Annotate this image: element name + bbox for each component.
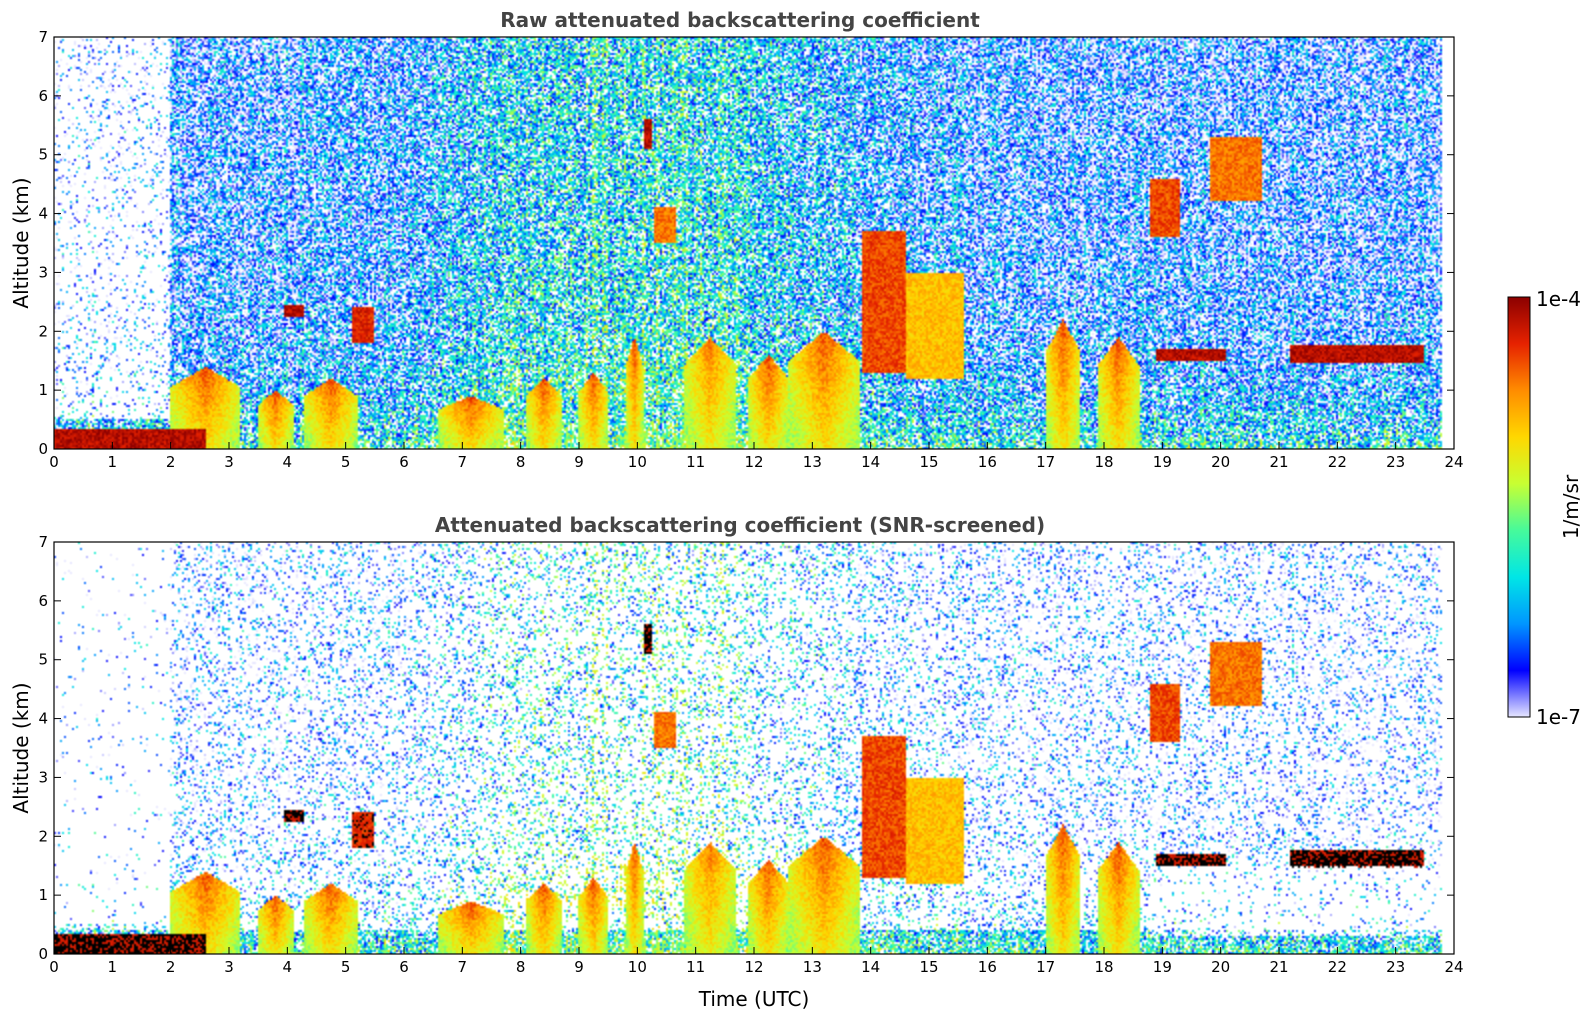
x-tick-label: 24 [1444,453,1463,471]
snr-y-axis: 0 1 2 3 4 5 6 7 [38,533,1454,963]
y-tick-label: 7 [38,533,48,551]
raw-y-axis-label: Altitude (km) [9,177,33,308]
colorbar-unit-label: 1/m/sr [1559,474,1583,539]
y-tick-label: 7 [38,28,48,46]
x-tick-label: 18 [1094,958,1113,976]
x-tick-label: 3 [224,453,234,471]
x-tick-label: 14 [861,453,880,471]
y-tick-label: 5 [38,651,48,669]
x-tick-label: 16 [978,958,997,976]
y-tick-label: 2 [38,827,48,845]
x-tick-label: 5 [341,453,351,471]
x-tick-label: 20 [1211,958,1230,976]
x-tick-label: 23 [1386,453,1405,471]
x-tick-label: 9 [574,453,584,471]
x-tick-label: 24 [1444,958,1463,976]
y-tick-label: 4 [38,205,48,223]
raw-x-axis: 0 1 2 3 4 5 6 7 8 9 10 11 12 13 14 15 16 17 18 19 20 21 22 23 24 [49,442,1464,471]
x-axis-label: Time (UTC) [698,987,810,1011]
x-tick-label: 15 [919,958,938,976]
x-tick-label: 2 [166,453,176,471]
x-tick-label: 22 [1328,453,1347,471]
x-tick-label: 14 [861,958,880,976]
colorbar: 1e-4 1e-7 1/m/sr [1507,287,1583,729]
x-tick-label: 1 [108,453,118,471]
x-tick-label: 7 [458,453,468,471]
colorbar-min-label: 1e-7 [1536,705,1581,729]
x-tick-label: 13 [803,453,822,471]
x-tick-label: 12 [744,453,763,471]
x-tick-label: 21 [1269,453,1288,471]
x-tick-label: 11 [686,453,705,471]
x-tick-label: 17 [1036,958,1055,976]
x-tick-label: 9 [574,958,584,976]
snr-panel-title: Attenuated backscattering coefficient (S… [435,513,1045,537]
y-tick-label: 3 [38,768,48,786]
x-tick-label: 8 [516,958,526,976]
y-tick-label: 6 [38,592,48,610]
x-tick-label: 19 [1153,958,1172,976]
x-tick-label: 12 [744,958,763,976]
x-tick-label: 8 [516,453,526,471]
snr-x-axis: 0 1 2 3 4 5 6 7 8 9 10 11 12 13 14 15 16 17 18 19 20 21 22 23 24 [49,947,1464,976]
x-tick-label: 13 [803,958,822,976]
x-tick-label: 0 [49,958,59,976]
x-tick-label: 20 [1211,453,1230,471]
y-tick-label: 2 [38,322,48,340]
raw-backscatter-heatmap [54,37,1454,449]
raw-y-axis: 0 1 2 3 4 5 6 7 [38,28,1454,458]
x-tick-label: 18 [1094,453,1113,471]
y-tick-label: 1 [38,381,48,399]
y-tick-label: 0 [38,945,48,963]
x-tick-label: 3 [224,958,234,976]
x-tick-label: 11 [686,958,705,976]
raw-panel-title: Raw attenuated backscattering coefficien… [500,8,980,32]
x-tick-label: 1 [108,958,118,976]
x-tick-label: 15 [919,453,938,471]
x-tick-label: 10 [628,958,647,976]
colorbar-max-label: 1e-4 [1536,287,1581,311]
x-tick-label: 10 [628,453,647,471]
x-tick-label: 5 [341,958,351,976]
y-tick-label: 3 [38,263,48,281]
x-tick-label: 17 [1036,453,1055,471]
y-tick-label: 4 [38,710,48,728]
x-tick-label: 19 [1153,453,1172,471]
x-tick-label: 7 [458,958,468,976]
x-tick-label: 16 [978,453,997,471]
snr-y-axis-label: Altitude (km) [9,682,33,813]
x-tick-label: 21 [1269,958,1288,976]
x-tick-label: 22 [1328,958,1347,976]
raw-backscatter-panel: Raw attenuated backscattering coefficien… [9,8,1464,471]
x-tick-label: 0 [49,453,59,471]
x-tick-label: 6 [399,453,409,471]
x-tick-label: 4 [283,958,293,976]
snr-screened-panel: Attenuated backscattering coefficient (S… [9,513,1464,1011]
snr-screened-heatmap [54,542,1454,954]
y-tick-label: 5 [38,146,48,164]
colorbar-gradient [1507,296,1531,718]
y-tick-label: 6 [38,87,48,105]
x-tick-label: 23 [1386,958,1405,976]
x-tick-label: 6 [399,958,409,976]
y-tick-label: 1 [38,886,48,904]
x-tick-label: 2 [166,958,176,976]
y-tick-label: 0 [38,440,48,458]
x-tick-label: 4 [283,453,293,471]
